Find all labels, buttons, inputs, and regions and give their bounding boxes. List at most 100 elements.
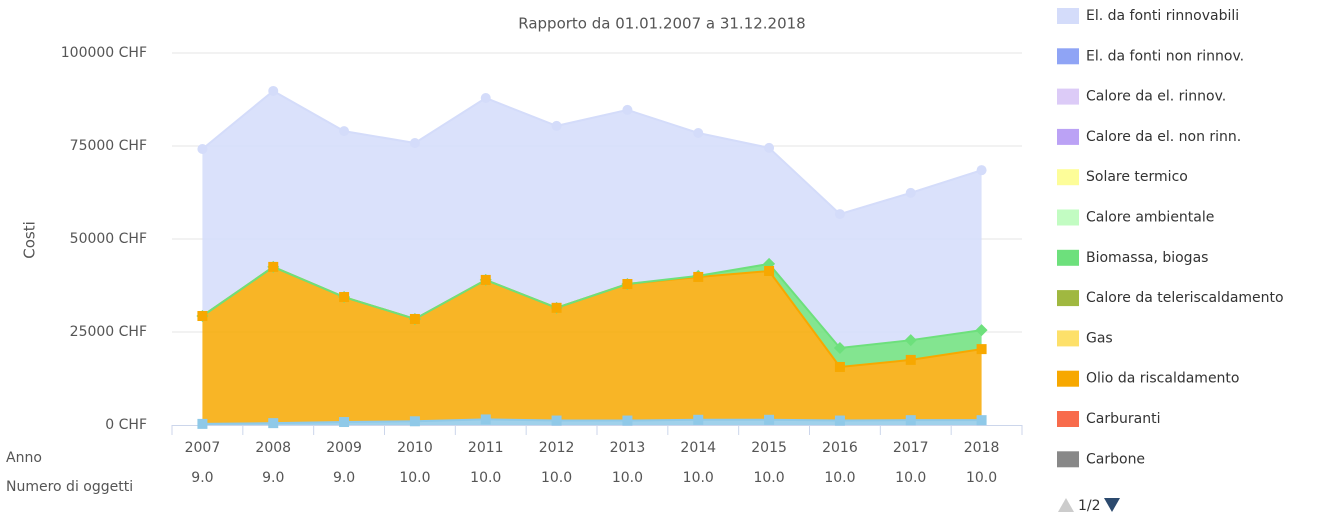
legend-swatch [1057, 8, 1079, 24]
x-tick-label: 2015 [751, 440, 787, 456]
object-count: 10.0 [683, 470, 714, 486]
legend-swatch [1057, 209, 1079, 226]
legend-label: El. da fonti non rinnov. [1086, 48, 1244, 64]
marker [197, 418, 208, 429]
x-tick-label: 2007 [185, 440, 221, 456]
object-count: 9.0 [262, 470, 284, 486]
marker [693, 271, 704, 282]
marker [480, 274, 491, 285]
y-axis-title: Costi [21, 221, 39, 259]
marker [904, 334, 917, 347]
legend-swatch [1057, 169, 1079, 186]
object-count: 10.0 [399, 470, 430, 486]
marker [409, 138, 420, 149]
legend-label: Biomassa, biogas [1086, 250, 1208, 266]
x-tick-label: 2008 [255, 440, 291, 456]
area-line [201, 89, 982, 216]
legend-page: 1/2 [1078, 498, 1101, 514]
x-tick-label: 2012 [539, 440, 575, 456]
object-count: 10.0 [895, 470, 926, 486]
marker [409, 313, 420, 324]
marker [834, 361, 845, 372]
marker [551, 302, 562, 313]
marker [764, 414, 775, 425]
marker [409, 416, 420, 427]
legend-label: Olio da riscaldamento [1086, 371, 1239, 387]
marker [339, 417, 350, 428]
x-tick-label: 2014 [680, 440, 716, 456]
legend-swatch [1057, 88, 1079, 105]
legend-label: Calore ambientale [1086, 210, 1214, 226]
marker [833, 341, 846, 354]
marker [764, 142, 775, 153]
marker [480, 414, 491, 425]
area-line [202, 418, 982, 425]
marker [764, 265, 775, 276]
legend-label: Calore da el. rinnov. [1086, 89, 1226, 105]
marker [693, 414, 704, 425]
x-tick-label: 2010 [397, 440, 433, 456]
legend-swatch [1057, 249, 1079, 266]
marker [975, 324, 988, 337]
legend-swatch [1057, 290, 1079, 307]
marker [622, 279, 633, 290]
y-tick-label: 50000 CHF [70, 231, 147, 247]
marker [268, 261, 279, 272]
marker [976, 165, 987, 176]
marker [551, 120, 562, 131]
y-tick-label: 100000 CHF [61, 45, 147, 61]
marker [339, 292, 350, 303]
object-count: 10.0 [612, 470, 643, 486]
legend-label: Calore da el. non rinn. [1086, 129, 1241, 145]
marker [268, 85, 279, 96]
legend-swatch [1057, 451, 1079, 468]
legend-label: Carburanti [1086, 411, 1160, 427]
legend-label: Carbone [1086, 451, 1145, 467]
marker [622, 415, 633, 426]
object-count: 10.0 [541, 470, 572, 486]
object-count: 9.0 [191, 470, 213, 486]
x-tick-label: 2011 [468, 440, 504, 456]
marker [480, 93, 491, 104]
x-tick-label: 2013 [610, 440, 646, 456]
y-tick-label: 75000 CHF [70, 138, 147, 154]
marker [976, 415, 987, 426]
marker [693, 127, 704, 138]
marker [551, 415, 562, 426]
area-fill [202, 266, 982, 424]
marker [905, 187, 916, 198]
marker [622, 104, 633, 115]
marker [976, 344, 987, 355]
marker [834, 209, 845, 220]
row-label: Anno [6, 450, 42, 466]
object-count: 9.0 [333, 470, 355, 486]
legend-label: Calore da teleriscaldamento [1086, 290, 1284, 306]
y-tick-label: 25000 CHF [70, 324, 147, 340]
legend-label: Solare termico [1086, 169, 1188, 185]
marker [197, 311, 208, 322]
marker [339, 126, 350, 137]
legend-prev[interactable] [1058, 498, 1074, 512]
area-line [201, 262, 982, 350]
legend-label: Gas [1086, 330, 1113, 346]
row-label: Numero di oggetti [6, 479, 133, 495]
legend-swatch [1057, 48, 1079, 65]
legend-swatch [1057, 330, 1079, 347]
chart-title: Rapporto da 01.01.2007 a 31.12.2018 [518, 15, 805, 33]
y-tick-label: 0 CHF [105, 417, 147, 433]
legend-label: El. da fonti rinnovabili [1086, 8, 1239, 24]
legend-swatch [1057, 370, 1079, 387]
marker [905, 354, 916, 365]
marker [905, 415, 916, 426]
marker [197, 143, 208, 154]
x-tick-label: 2016 [822, 440, 858, 456]
legend-swatch [1057, 128, 1079, 145]
object-count: 10.0 [470, 470, 501, 486]
marker [834, 415, 845, 426]
x-tick-label: 2009 [326, 440, 362, 456]
legend-next[interactable] [1104, 498, 1120, 512]
marker [268, 418, 279, 429]
x-tick-label: 2018 [964, 440, 1000, 456]
legend-swatch [1057, 411, 1079, 427]
